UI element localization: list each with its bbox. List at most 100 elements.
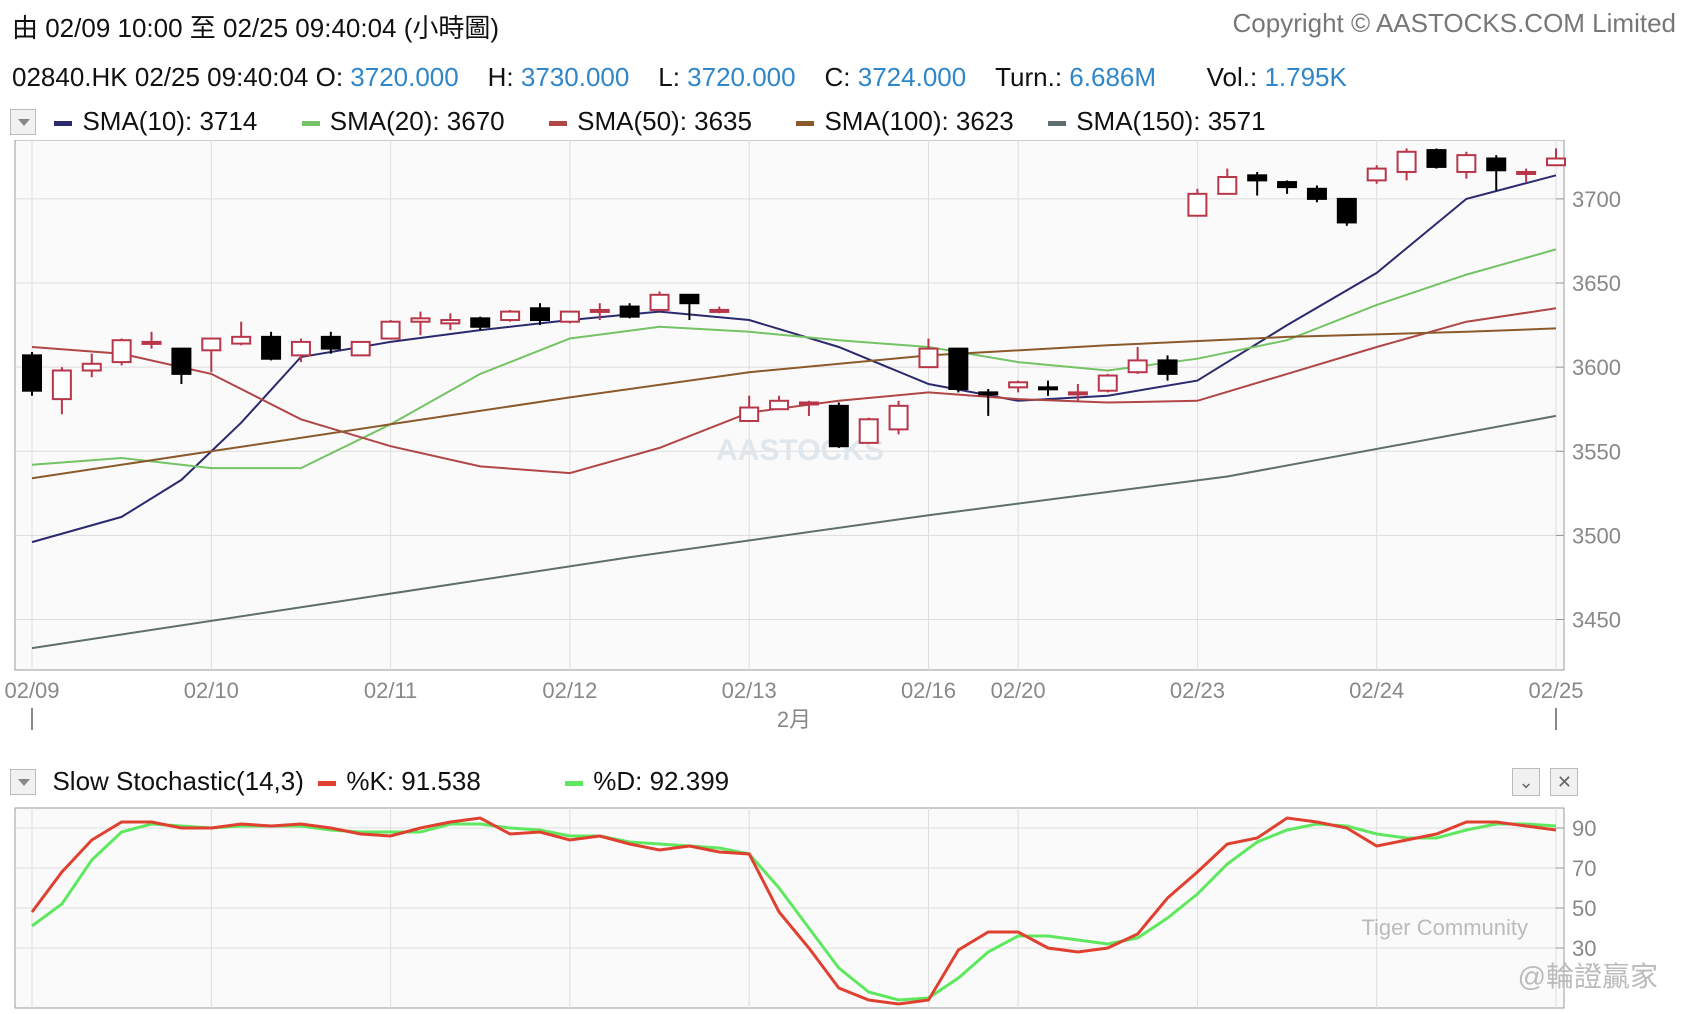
x-tick-label: 02/16 <box>901 678 956 703</box>
legend-sma20: SMA(20): 3670 <box>301 106 505 137</box>
candle-body <box>1336 197 1357 224</box>
candle-body <box>948 347 969 391</box>
candle-body <box>290 340 311 357</box>
candle-body <box>1127 359 1148 374</box>
candle-body <box>1516 170 1537 175</box>
legend-sma100-swatch <box>796 120 815 126</box>
legend-k-label: %K: 91.538 <box>346 766 481 796</box>
watermark-tiger: Tiger Community <box>1361 915 1528 940</box>
low-value: 3720.000 <box>687 62 796 92</box>
candle-body <box>1008 381 1029 389</box>
y-tick-label: 3600 <box>1572 355 1621 380</box>
candle-body <box>1217 176 1238 195</box>
sma-line <box>31 248 1557 470</box>
price-plot-area <box>14 140 1565 671</box>
y-tick-label: 50 <box>1572 896 1596 921</box>
candle-body <box>888 404 909 431</box>
legend-sma20-label: SMA(20): 3670 <box>329 106 505 136</box>
close-icon: ✕ <box>1556 772 1572 792</box>
candle-body <box>51 369 72 401</box>
close-value: 3724.000 <box>857 62 967 92</box>
open-value: 3720.000 <box>350 62 459 92</box>
candle-body <box>380 320 401 340</box>
legend-sma10-label: SMA(10): 3714 <box>82 106 258 136</box>
x-tick-label: 02/11 <box>364 678 417 703</box>
legend-sma20-swatch <box>301 120 320 126</box>
sma-legend: SMA(10): 3714 SMA(20): 3670 SMA(50): 363… <box>10 106 1266 136</box>
legend-sma150-swatch <box>1048 120 1067 126</box>
watermark-author: @輪證贏家 <box>1517 961 1658 992</box>
stochastic-legend: Slow Stochastic(14,3) %K: 91.538 %D: 92.… <box>10 766 729 797</box>
legend-d: %D: 92.399 <box>565 766 729 797</box>
y-tick-label: 90 <box>1572 816 1596 841</box>
stochastic-line <box>30 816 1557 1006</box>
candle-body <box>171 347 192 375</box>
candle-body <box>141 340 162 345</box>
candle-body <box>1097 374 1118 392</box>
candle-body <box>201 337 222 352</box>
price-chart[interactable]: 02/09 02/10 02/11 02/12 02/13 02/16 02/20 02/23… <box>0 140 1688 730</box>
candle-body <box>500 310 521 322</box>
candle-body <box>81 362 102 372</box>
y-tick-label: 3550 <box>1572 439 1621 464</box>
collapse-panel-button[interactable]: ⌄ <box>1512 768 1540 796</box>
candle-body <box>589 308 610 313</box>
x-tick-label: 02/10 <box>184 678 239 703</box>
x-tick-label: 02/23 <box>1170 678 1225 703</box>
candle-body <box>649 293 670 311</box>
y-tick-label: 30 <box>1572 936 1596 961</box>
candle-body <box>1396 150 1417 173</box>
panel-controls: ⌄ ✕ <box>1506 768 1579 796</box>
candle-body <box>410 317 431 323</box>
candle-body <box>709 308 730 313</box>
candle-body <box>1157 359 1178 375</box>
candle-body <box>470 317 491 328</box>
candle-body <box>1247 174 1268 182</box>
legend-sma50-label: SMA(50): 3635 <box>577 106 752 136</box>
candle-body <box>619 305 640 318</box>
close-panel-button[interactable]: ✕ <box>1550 768 1579 796</box>
aastocks-watermark: AASTOCKS <box>716 434 884 467</box>
volume-value: 1.795K <box>1264 62 1347 92</box>
high-label: H: <box>487 62 514 92</box>
quote-bar: 02840.HK 02/25 09:40:04 O: 3720.000 H: 3… <box>12 62 1347 93</box>
legend-sma10: SMA(10): 3714 <box>54 106 257 137</box>
legend-sma150: SMA(150): 3571 <box>1048 106 1266 137</box>
candle-body <box>1277 181 1298 189</box>
month-label: 2月 <box>777 707 811 730</box>
indicator-dropdown-button[interactable] <box>10 768 36 795</box>
open-label: O: <box>315 62 344 92</box>
overlay-dropdown-button[interactable] <box>10 108 36 135</box>
high-value: 3730.000 <box>520 62 630 92</box>
candle-body <box>1067 391 1088 396</box>
x-tick-label: 02/20 <box>991 678 1046 703</box>
candle-body <box>559 310 580 323</box>
candle-body <box>858 418 879 444</box>
candle-body <box>918 347 939 369</box>
candle-body <box>1486 157 1507 172</box>
candle-body <box>350 340 371 357</box>
legend-d-label: %D: 92.399 <box>593 766 730 796</box>
legend-sma10-swatch <box>54 120 73 126</box>
legend-sma50: SMA(50): 3635 <box>549 106 752 137</box>
candle-body <box>111 339 132 364</box>
legend-k: %K: 91.538 <box>318 766 481 797</box>
x-tick-label: 02/13 <box>722 678 777 703</box>
stochastic-chart[interactable]: 30 50 70 90 <box>0 800 1688 1014</box>
candle-body <box>1038 386 1058 391</box>
legend-d-swatch <box>565 780 584 786</box>
symbol-time: 02840.HK 02/25 09:40:04 <box>12 62 309 92</box>
candle-body <box>320 335 341 350</box>
legend-k-swatch <box>318 780 337 786</box>
candle-body <box>828 404 849 448</box>
x-tick-label: 02/12 <box>542 678 597 703</box>
candle-body <box>798 401 819 406</box>
x-tick-label: 02/25 <box>1528 678 1583 703</box>
date-range-header: 由 02/09 10:00 至 02/25 09:40:04 (小時圖) <box>12 13 500 43</box>
sma-line <box>31 174 1557 544</box>
legend-sma50-swatch <box>549 120 568 126</box>
y-tick-label: 3650 <box>1572 271 1621 296</box>
candle-body <box>679 293 700 305</box>
volume-label: Vol.: <box>1206 62 1258 92</box>
candle-body <box>978 391 999 396</box>
